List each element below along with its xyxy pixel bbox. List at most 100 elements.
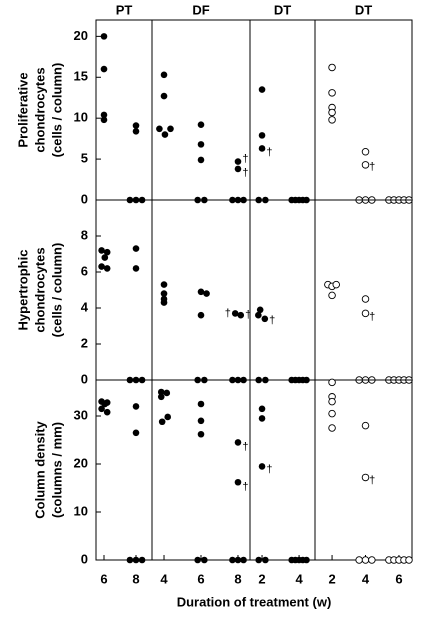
data-point — [201, 556, 208, 564]
data-point — [126, 556, 134, 564]
data-point — [197, 156, 205, 164]
data-point — [328, 63, 336, 72]
data-point — [258, 132, 266, 139]
column-title: DT — [355, 2, 372, 17]
data-point — [328, 378, 336, 387]
x-axis-label: Duration of treatment (w) — [177, 594, 332, 609]
y-tick-label: 10 — [74, 503, 88, 518]
data-point — [103, 265, 111, 272]
data-point — [160, 281, 168, 288]
annotation: † — [369, 161, 375, 173]
data-point — [101, 254, 109, 261]
data-point — [237, 311, 245, 319]
panel-frame — [314, 379, 413, 561]
data-point — [197, 400, 205, 408]
data-point — [98, 405, 105, 413]
data-point — [160, 92, 168, 100]
panel-frame — [95, 19, 153, 201]
y-axis-label: chondrocytes — [32, 247, 47, 332]
data-point — [328, 409, 336, 418]
annotation: † — [242, 153, 248, 165]
annotation: † — [225, 307, 231, 319]
data-point — [361, 473, 370, 482]
data-point — [328, 397, 336, 406]
data-point — [197, 141, 205, 148]
data-point — [167, 125, 174, 133]
data-point — [101, 400, 109, 408]
data-point — [258, 415, 266, 422]
column-title: PT — [116, 2, 133, 17]
data-point — [258, 405, 266, 413]
data-point — [100, 65, 108, 73]
data-point — [332, 280, 340, 289]
y-tick-label: 8 — [81, 227, 88, 242]
data-point — [361, 295, 370, 303]
y-tick-label: 20 — [74, 28, 88, 43]
data-point — [231, 310, 239, 317]
x-tick-label: 4 — [362, 571, 370, 586]
y-tick-label: 2 — [81, 335, 88, 350]
x-tick-label: 8 — [234, 571, 241, 586]
y-tick-label: 10 — [74, 110, 88, 125]
x-tick-label: 4 — [295, 571, 303, 586]
data-point — [234, 165, 242, 173]
data-point — [100, 116, 108, 124]
data-point — [103, 248, 111, 256]
annotation: † — [266, 146, 272, 158]
x-tick-label: 6 — [197, 571, 204, 586]
data-point — [132, 429, 140, 437]
data-point — [361, 309, 370, 318]
data-point — [234, 478, 242, 486]
data-point — [197, 121, 205, 129]
data-point — [261, 315, 269, 323]
data-point — [197, 288, 205, 296]
y-axis-label: chondrocytes — [32, 67, 47, 152]
y-axis-label: Hypertrophic — [15, 250, 30, 331]
x-tick-label: 2 — [258, 571, 265, 586]
data-point — [157, 393, 165, 401]
x-tick-label: 6 — [100, 571, 107, 586]
data-point — [361, 421, 370, 430]
data-point — [158, 418, 166, 426]
annotation: † — [242, 441, 248, 453]
panel-frame — [314, 199, 413, 381]
y-axis-label: (columns / mm) — [49, 422, 64, 518]
y-axis-label: Column density — [32, 420, 47, 518]
data-point — [194, 556, 201, 564]
data-point — [132, 122, 140, 129]
x-tick-label: 8 — [132, 571, 139, 586]
data-point — [256, 306, 264, 314]
data-point — [328, 89, 336, 97]
annotation: † — [266, 464, 272, 476]
data-point — [234, 158, 242, 165]
data-point — [138, 556, 146, 564]
data-point — [163, 389, 171, 397]
data-point — [368, 556, 376, 564]
data-point — [132, 403, 140, 410]
data-point — [160, 71, 168, 79]
annotation: † — [369, 475, 375, 487]
annotation: † — [269, 315, 275, 327]
data-point — [229, 556, 236, 564]
x-tick-label: 4 — [160, 571, 168, 586]
data-point — [132, 265, 140, 272]
annotation: † — [245, 309, 251, 321]
data-point — [234, 556, 242, 564]
y-tick-label: 20 — [74, 455, 88, 470]
x-tick-label: 2 — [328, 571, 335, 586]
data-point — [132, 556, 140, 564]
data-point — [328, 116, 336, 124]
data-point — [328, 108, 336, 117]
annotation: † — [369, 311, 375, 323]
y-tick-label: 6 — [81, 263, 88, 278]
data-point — [258, 86, 266, 93]
annotation: † — [242, 481, 248, 493]
data-point — [255, 556, 263, 564]
data-point — [355, 556, 363, 564]
data-point — [160, 299, 168, 306]
data-point — [197, 417, 205, 425]
data-point — [328, 291, 336, 300]
panel-frame — [95, 199, 153, 381]
data-point — [405, 556, 413, 564]
data-point — [161, 131, 169, 138]
